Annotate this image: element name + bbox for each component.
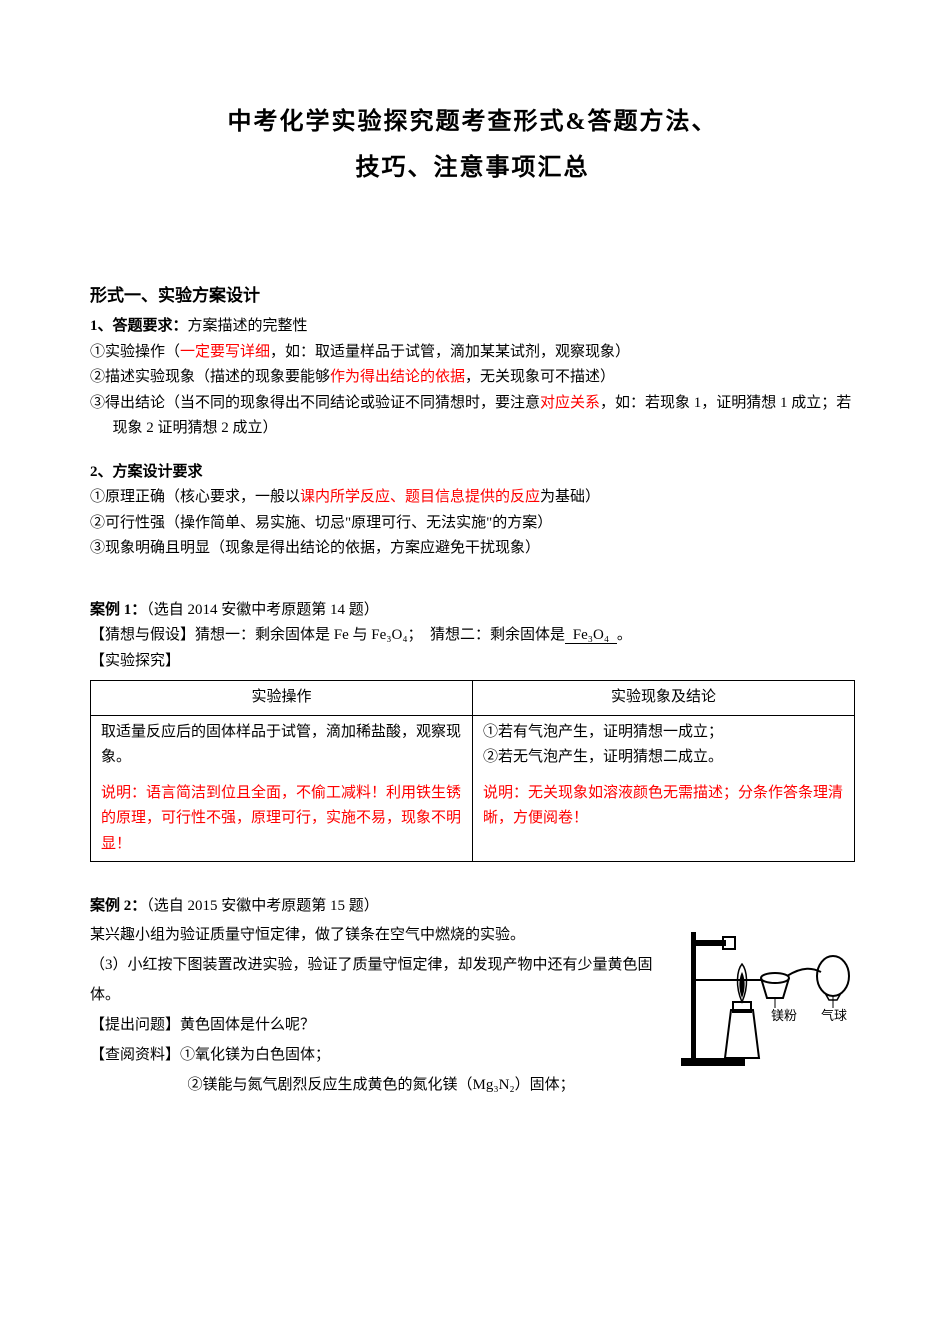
design-heading: 2、方案设计要求 [90,460,855,486]
case1-line1: 【猜想与假设】猜想一：剩余固体是 Fe 与 Fe₃O₄； 猜想二：剩余固体是 F… [90,623,855,649]
r1c2b: ②若无气泡产生，证明猜想二成立。 [483,745,844,771]
case-2-header: 案例 2：（选自 2015 安徽中考原题第 15 题） [90,894,855,920]
req-item-1: ①实验操作（一定要写详细，如：取适量样品于试管，滴加某某试剂，观察现象） [90,340,855,366]
req1-post: ，如：取适量样品于试管，滴加某某试剂，观察现象） [270,344,630,360]
req-item-2: ②描述实验现象（描述的现象要能够作为得出结论的依据，无关现象可不描述） [90,365,855,391]
fig-label-balloon: 气球 [821,1008,847,1023]
case1-post: 。 [617,627,632,643]
title-line-1: 中考化学实验探究题考查形式&答题方法、 [90,100,855,146]
d1-post: 为基础） [540,489,600,505]
r1c2a: ①若有气泡产生，证明猜想一成立； [483,720,844,746]
fig-label-mg: 镁粉 [771,1008,797,1023]
case2-source: （选自 2015 安徽中考原题第 15 题） [146,898,379,914]
requirement-heading: 1、答题要求：方案描述的完整性 [90,314,855,340]
design-item-3: ③现象明确且明显（现象是得出结论的依据，方案应避免干扰现象） [90,536,855,562]
experiment-table: 实验操作 实验现象及结论 取适量反应后的固体样品于试管，滴加稀盐酸，观察现象。 … [90,680,855,862]
document-page: 中考化学实验探究题考查形式&答题方法、 技巧、注意事项汇总 形式一、实验方案设计… [0,0,945,1337]
req2-post: ，无关现象可不描述） [465,369,615,385]
case-1-header: 案例 1：（选自 2014 安徽中考原题第 14 题） [90,598,855,624]
case2-label: 案例 2： [90,898,146,914]
case1-blank: Fe₃O₄ [565,627,617,644]
req3-red: 对应关系 [540,395,600,411]
table-h1: 实验操作 [91,681,473,716]
req3-pre: ③得出结论（当不同的现象得出不同结论或验证不同猜想时，要注意 [90,395,540,411]
req-item-3: ③得出结论（当不同的现象得出不同结论或验证不同猜想时，要注意对应关系，如：若现象… [90,391,855,442]
apparatus-figure: 镁粉 气球 [675,920,855,1075]
req2-red: 作为得出结论的依据 [330,369,465,385]
d1-pre: ①原理正确（核心要求，一般以 [90,489,300,505]
section-1-heading: 形式一、实验方案设计 [90,281,855,306]
case1-label: 案例 1： [90,602,146,618]
table-r1c1: 取适量反应后的固体样品于试管，滴加稀盐酸，观察现象。 说明：语言简洁到位且全面，… [91,715,473,862]
table-h2: 实验现象及结论 [473,681,855,716]
document-title: 中考化学实验探究题考查形式&答题方法、 技巧、注意事项汇总 [90,100,855,191]
req-label: 1、答题要求： [90,318,188,334]
design-item-2: ②可行性强（操作简单、易实施、切忌"原理可行、无法实施"的方案） [90,511,855,537]
r1c1-note: 说明：语言简洁到位且全面，不偷工减料！利用铁生锈的原理，可行性不强，原理可行，实… [101,781,462,858]
design-item-1: ①原理正确（核心要求，一般以课内所学反应、题目信息提供的反应为基础） [90,485,855,511]
req1-red: 一定要写详细 [180,344,270,360]
title-line-2: 技巧、注意事项汇总 [90,146,855,192]
apparatus-svg: 镁粉 气球 [675,920,855,1070]
req2-pre: ②描述实验现象（描述的现象要能够 [90,369,330,385]
r1c2-note: 说明：无关现象如溶液颜色无需描述；分条作答条理清晰，方便阅卷！ [483,781,844,832]
case1-source: （选自 2014 安徽中考原题第 14 题） [146,602,379,618]
r1c1-text: 取适量反应后的固体样品于试管，滴加稀盐酸，观察现象。 [101,720,462,771]
table-header-row: 实验操作 实验现象及结论 [91,681,855,716]
req-tail: 方案描述的完整性 [188,318,308,334]
table-r1c2: ①若有气泡产生，证明猜想一成立； ②若无气泡产生，证明猜想二成立。 说明：无关现… [473,715,855,862]
case1-line2: 【实验探究】 [90,649,855,675]
table-row: 取适量反应后的固体样品于试管，滴加稀盐酸，观察现象。 说明：语言简洁到位且全面，… [91,715,855,862]
req1-pre: ①实验操作（ [90,344,180,360]
case1-pre: 【猜想与假设】猜想一：剩余固体是 Fe 与 Fe₃O₄； 猜想二：剩余固体是 [90,627,565,643]
d1-red: 课内所学反应、题目信息提供的反应 [300,489,540,505]
